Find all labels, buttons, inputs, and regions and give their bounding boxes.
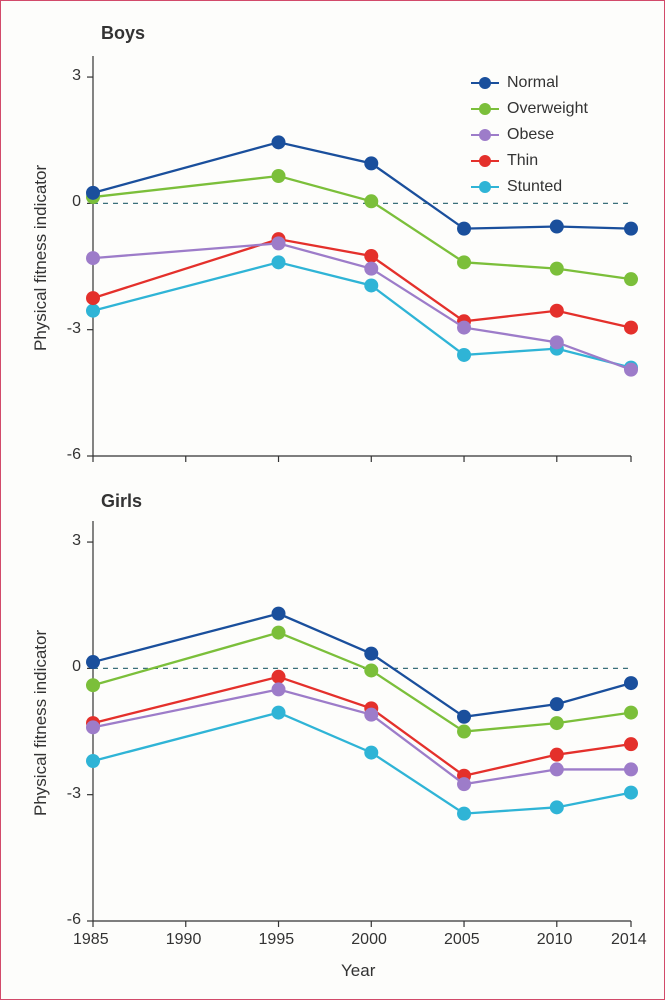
- x-tick-label: 2005: [444, 931, 480, 949]
- legend-swatch: [471, 134, 499, 136]
- y-axis-label-boys: Physical fitness indicator: [31, 165, 51, 351]
- legend-swatch: [471, 82, 499, 84]
- y-tick-label: -3: [67, 785, 81, 803]
- legend-item-normal: Normal: [471, 71, 588, 95]
- x-axis-label: Year: [341, 961, 375, 981]
- legend-swatch: [471, 108, 499, 110]
- x-tick-label: 1995: [259, 931, 295, 949]
- legend-label: Overweight: [507, 100, 588, 118]
- y-tick-label: 3: [72, 532, 81, 550]
- x-tick-label: 1990: [166, 931, 202, 949]
- y-tick-label: -6: [67, 911, 81, 929]
- legend-label: Stunted: [507, 178, 562, 196]
- x-tick-label: 2014: [611, 931, 647, 949]
- y-tick-label: -3: [67, 320, 81, 338]
- y-tick-label: 3: [72, 67, 81, 85]
- y-tick-label: 0: [72, 193, 81, 211]
- y-tick-label: -6: [67, 446, 81, 464]
- legend-item-obese: Obese: [471, 123, 588, 147]
- chart-frame: Boys Girls NormalOverweightObeseThinStun…: [0, 0, 665, 1000]
- x-tick-label: 1985: [73, 931, 109, 949]
- legend-item-thin: Thin: [471, 149, 588, 173]
- legend-label: Obese: [507, 126, 554, 144]
- legend-item-stunted: Stunted: [471, 175, 588, 199]
- legend-swatch: [471, 186, 499, 188]
- y-axis-label-girls: Physical fitness indicator: [31, 630, 51, 816]
- legend-item-overweight: Overweight: [471, 97, 588, 121]
- x-tick-label: 2000: [351, 931, 387, 949]
- legend-label: Thin: [507, 152, 538, 170]
- legend-swatch: [471, 160, 499, 162]
- legend: Normal Overweight Obese Thin Stunted: [471, 71, 588, 201]
- y-tick-label: 0: [72, 658, 81, 676]
- legend-label: Normal: [507, 74, 559, 92]
- x-tick-label: 2010: [537, 931, 573, 949]
